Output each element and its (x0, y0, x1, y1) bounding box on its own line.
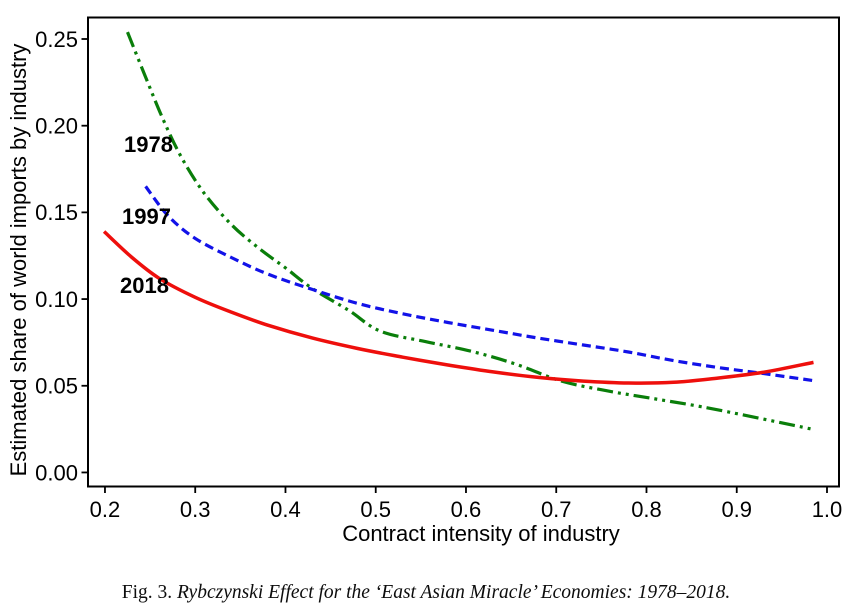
x-tick-label: 0.9 (721, 497, 752, 522)
x-axis-title: Contract intensity of industry (342, 521, 620, 546)
y-axis-title: Estimated share of world imports by indu… (6, 44, 31, 477)
y-tick-label: 0.15 (35, 200, 78, 225)
y-tick-label: 0.05 (35, 374, 78, 399)
x-tick-label: 0.6 (451, 497, 482, 522)
series-line-1997 (144, 185, 814, 383)
x-tick-label: 0.2 (90, 497, 121, 522)
x-tick-label: 0.8 (631, 497, 662, 522)
line-chart: 0.2 0.3 0.4 0.5 0.6 0.7 0.8 0.9 1.0 0.00 0.05 0.10… (6, 16, 843, 546)
chart-series (102, 31, 814, 432)
y-tick-label: 0.20 (35, 113, 78, 138)
series-line-1978 (126, 31, 814, 432)
y-tick-label: 0.10 (35, 287, 78, 312)
y-tick-label: 0.00 (35, 460, 78, 485)
x-tick-label: 0.3 (180, 497, 211, 522)
plot-area-border (87, 16, 840, 488)
x-axis-ticks: 0.2 0.3 0.4 0.5 0.6 0.7 0.8 0.9 1.0 (90, 486, 843, 522)
caption-title: Rybczynski Effect for the ‘East Asian Mi… (176, 582, 731, 603)
y-tick-label: 0.25 (35, 27, 78, 52)
series-label-1978: 1978 (124, 132, 173, 157)
y-axis-ticks: 0.00 0.05 0.10 0.15 0.20 0.25 (35, 27, 88, 485)
series-label-1997: 1997 (122, 204, 171, 229)
caption-label: Fig. 3. (121, 582, 177, 603)
x-tick-label: 0.5 (360, 497, 391, 522)
series-label-2018: 2018 (120, 273, 169, 298)
series-line-2018 (102, 230, 814, 385)
x-tick-label: 0.7 (541, 497, 572, 522)
x-tick-label: 1.0 (812, 497, 843, 522)
figure-caption: Fig. 3. Rybczynski Effect for the ‘East … (0, 582, 852, 604)
x-tick-label: 0.4 (270, 497, 301, 522)
